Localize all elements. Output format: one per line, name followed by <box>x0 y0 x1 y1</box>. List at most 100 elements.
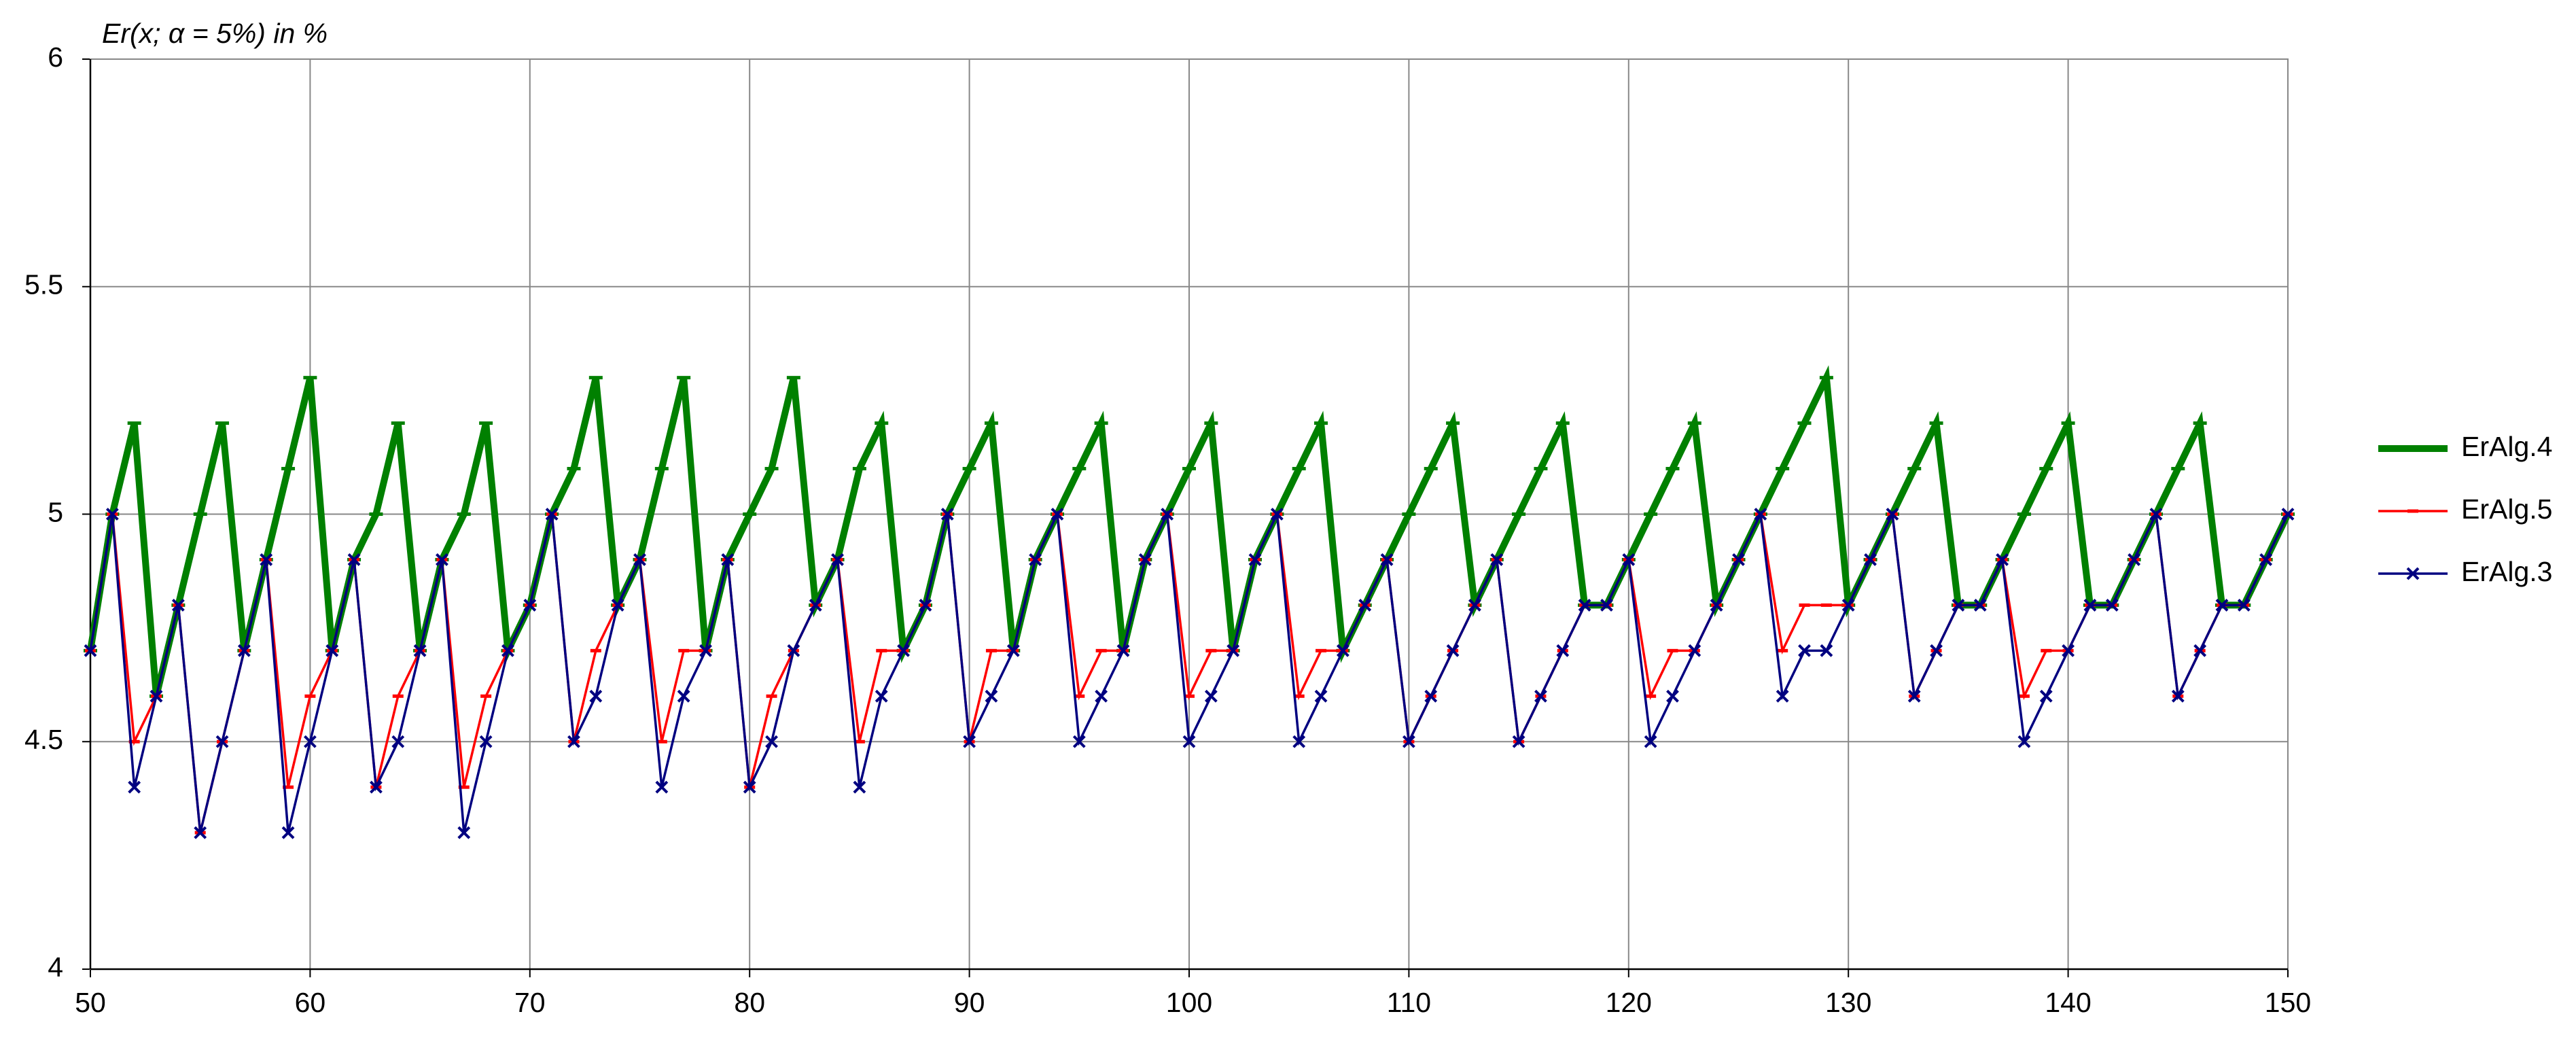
marker <box>1161 508 1174 521</box>
marker <box>853 780 866 794</box>
marker <box>2061 421 2075 425</box>
marker <box>590 648 601 652</box>
marker <box>1930 644 1943 657</box>
marker <box>457 512 471 516</box>
marker <box>2149 508 2163 521</box>
x-tick-label: 110 <box>1387 987 1431 1018</box>
y-tick-label: 6 <box>48 41 63 73</box>
marker <box>2171 689 2185 703</box>
marker <box>1710 598 1723 612</box>
marker <box>1907 467 1922 471</box>
marker <box>392 694 404 698</box>
marker <box>303 376 317 380</box>
marker <box>523 598 537 612</box>
marker <box>149 689 163 703</box>
marker <box>2041 648 2052 652</box>
marker <box>128 739 140 744</box>
marker <box>2406 447 2420 451</box>
marker <box>985 689 998 703</box>
x-tick-label: 70 <box>514 987 546 1018</box>
marker <box>171 598 185 612</box>
marker <box>458 785 470 789</box>
marker <box>303 735 317 748</box>
marker <box>283 785 294 789</box>
marker <box>1820 603 1832 607</box>
legend-label: ErAlg.3 <box>2461 556 2552 587</box>
y-tick-label: 5 <box>48 496 63 527</box>
marker <box>1358 598 1372 612</box>
marker <box>588 376 603 380</box>
x-tick-label: 120 <box>1606 987 1652 1018</box>
marker <box>1776 467 1790 471</box>
marker <box>1886 508 1899 521</box>
chart-title: Er(x; α = 5%) in % <box>102 18 328 49</box>
marker <box>655 780 669 794</box>
marker <box>743 512 757 516</box>
marker <box>656 739 667 744</box>
marker <box>237 644 251 657</box>
marker <box>545 508 559 521</box>
marker <box>831 553 844 566</box>
marker <box>1645 694 1657 698</box>
marker <box>1094 421 1108 425</box>
marker <box>391 735 405 748</box>
marker <box>480 694 492 698</box>
marker <box>984 421 998 425</box>
marker <box>1555 421 1570 425</box>
marker <box>1380 553 1394 566</box>
marker <box>193 512 207 516</box>
marker <box>1095 689 1108 703</box>
marker <box>1776 689 1789 703</box>
marker <box>1799 603 1810 607</box>
marker <box>1820 644 1833 657</box>
marker <box>743 780 756 794</box>
marker <box>1688 644 1701 657</box>
marker <box>677 689 690 703</box>
marker <box>2193 644 2207 657</box>
marker <box>1292 735 1306 748</box>
legend-label: ErAlg.5 <box>2461 493 2552 525</box>
marker <box>325 644 339 657</box>
marker <box>2128 553 2141 566</box>
marker <box>501 644 514 657</box>
marker <box>1074 694 1085 698</box>
marker <box>1292 467 1306 471</box>
marker <box>2215 598 2229 612</box>
y-tick-label: 4 <box>48 951 63 983</box>
marker <box>2105 598 2119 612</box>
marker <box>1446 421 1460 425</box>
marker <box>721 553 735 566</box>
marker <box>1556 644 1570 657</box>
marker <box>1512 512 1526 516</box>
marker <box>1051 508 1064 521</box>
marker <box>1534 467 1548 471</box>
marker <box>765 735 778 748</box>
marker <box>1204 689 1218 703</box>
marker <box>215 421 230 425</box>
marker <box>852 467 866 471</box>
marker <box>1490 553 1504 566</box>
marker <box>281 467 296 471</box>
marker <box>1402 512 1416 516</box>
marker <box>2281 508 2295 521</box>
marker <box>2062 644 2075 657</box>
y-tick-label: 4.5 <box>24 724 63 755</box>
marker <box>786 376 800 380</box>
marker <box>1864 553 1877 566</box>
marker <box>1293 694 1305 698</box>
x-tick-label: 60 <box>295 987 326 1018</box>
x-tick-label: 100 <box>1166 987 1212 1018</box>
x-tick-label: 140 <box>2045 987 2091 1018</box>
marker <box>1907 689 1921 703</box>
marker <box>1402 735 1415 748</box>
marker <box>678 648 690 652</box>
marker <box>1578 598 1591 612</box>
legend-label: ErAlg.4 <box>2461 431 2552 462</box>
marker <box>1184 694 1195 698</box>
marker <box>1446 644 1460 657</box>
marker <box>1072 735 1086 748</box>
marker <box>1929 421 1943 425</box>
marker <box>369 512 383 516</box>
marker <box>2407 509 2418 513</box>
